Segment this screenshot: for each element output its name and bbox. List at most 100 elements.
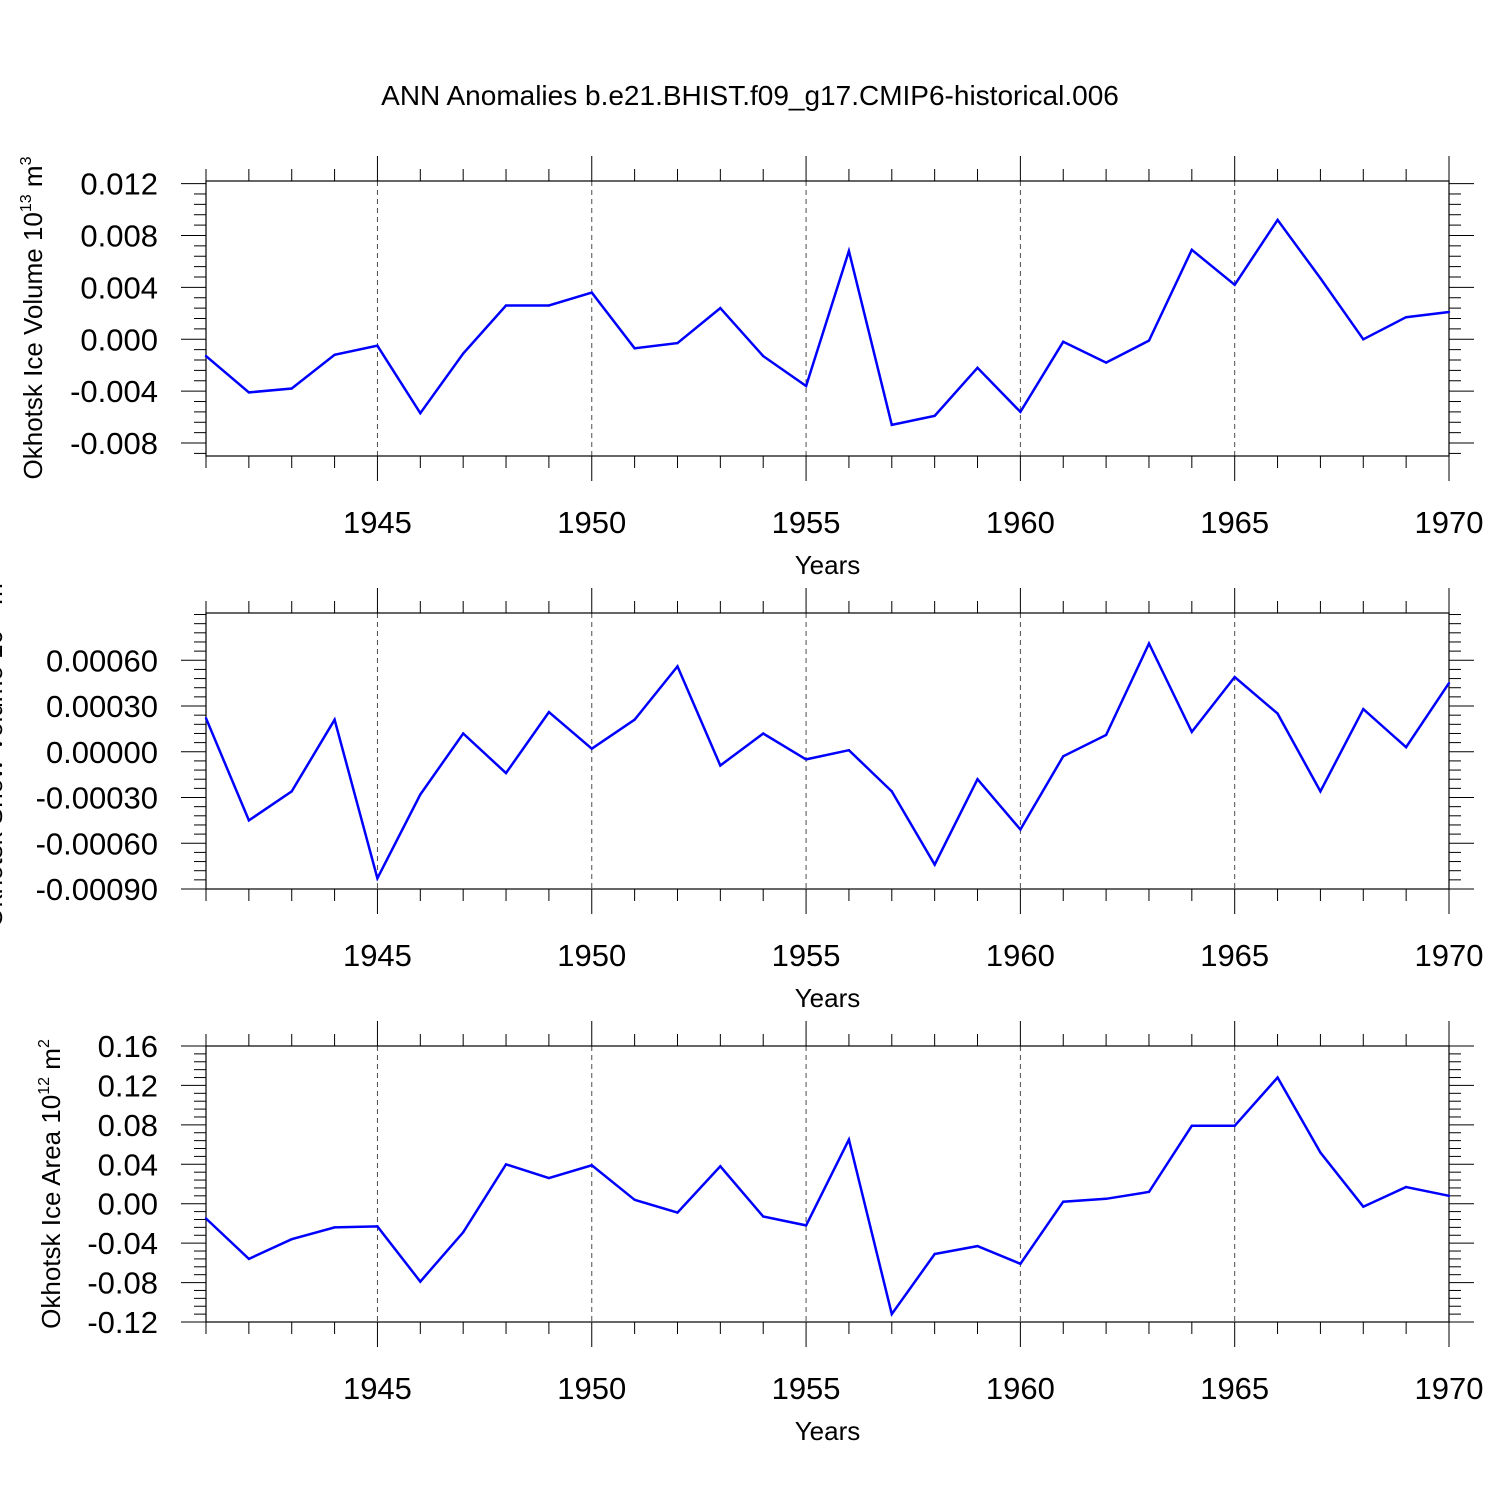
x-tick-label: 1955 — [772, 505, 841, 540]
data-point — [1104, 1197, 1108, 1200]
data-point — [419, 793, 422, 796]
data-point — [1147, 642, 1151, 645]
y-axis-label-text: m — [36, 1048, 66, 1077]
data-series-line — [205, 217, 1450, 427]
data-point — [1147, 1190, 1151, 1194]
x-tick-label: 1945 — [343, 1371, 412, 1406]
data-point — [1233, 283, 1236, 286]
data-point — [461, 1231, 465, 1234]
data-point — [333, 718, 336, 721]
data-point — [590, 291, 593, 294]
data-point — [504, 771, 508, 775]
data-point — [1104, 733, 1108, 737]
data-point — [847, 249, 851, 253]
x-tick-label: 1965 — [1200, 938, 1269, 973]
data-point — [633, 347, 636, 350]
y-tick-label: 0.12 — [98, 1068, 158, 1103]
chart-panel-2: -0.00090 -0.00060 -0.00030 0.00000 0.00030 0.… — [0, 574, 1483, 1013]
data-point — [376, 1225, 379, 1228]
x-tick-label: 1950 — [557, 938, 626, 973]
x-tick-label: 1970 — [1415, 505, 1484, 540]
data-point — [333, 353, 336, 357]
data-point — [1447, 681, 1451, 685]
data-point — [1019, 1262, 1022, 1266]
data-point — [461, 352, 465, 355]
y-tick-label: -0.008 — [70, 426, 158, 461]
data-point — [804, 384, 808, 388]
data-point — [1447, 1194, 1451, 1198]
y-tick-label: -0.00060 — [36, 826, 158, 861]
data-point — [1319, 1151, 1322, 1154]
data-point — [633, 1198, 636, 1201]
data-point — [1104, 361, 1108, 364]
x-tick-label: 1965 — [1200, 1371, 1269, 1406]
data-point — [762, 1215, 765, 1218]
y-tick-label: -0.08 — [87, 1266, 158, 1301]
plot-frame — [205, 612, 1450, 890]
data-point — [1062, 755, 1065, 758]
data-point — [247, 391, 251, 394]
data-point — [504, 304, 508, 307]
y-tick-label: 0.00000 — [46, 735, 158, 770]
data-point — [1233, 675, 1236, 679]
chart-panel-1: -0.008 -0.004 0.000 0.004 0.008 0.012 1945 1950… — [18, 156, 1483, 580]
y-tick-label: -0.004 — [70, 374, 158, 409]
data-point — [590, 747, 593, 750]
data-point — [890, 1312, 893, 1316]
y-tick-label: 0.08 — [98, 1108, 158, 1143]
data-point — [290, 1238, 293, 1241]
data-point — [762, 732, 765, 735]
data-point — [976, 1244, 979, 1248]
data-point — [847, 749, 851, 752]
y-axis-label-text: Okhotsk Snow Volume 10 — [0, 630, 8, 928]
data-point — [633, 718, 636, 721]
data-point — [676, 341, 679, 345]
data-point — [1190, 730, 1194, 734]
y-tick-label: 0.00060 — [46, 643, 158, 678]
data-point — [976, 366, 979, 369]
data-point — [1019, 828, 1022, 831]
data-point — [1404, 1185, 1408, 1189]
data-point — [1276, 712, 1279, 715]
x-axis-label: Years — [795, 1416, 861, 1446]
data-point — [719, 764, 722, 767]
data-point — [419, 411, 422, 415]
data-point — [804, 1224, 808, 1227]
y-axis-label: Okhotsk Ice Volume 1013 m3 — [18, 156, 48, 479]
data-point — [719, 1165, 722, 1168]
y-tick-label: 0.04 — [98, 1147, 158, 1182]
y-axis-label-superscript: 2 — [36, 1039, 53, 1048]
y-tick-label: 0.00030 — [46, 689, 158, 724]
data-point — [1404, 316, 1408, 319]
x-tick-label: 1970 — [1415, 1371, 1484, 1406]
data-point — [890, 790, 893, 793]
y-tick-label: 0.008 — [80, 218, 158, 253]
data-point — [1362, 338, 1365, 341]
data-point — [1190, 248, 1194, 251]
data-point — [247, 819, 251, 822]
data-point — [204, 1217, 208, 1220]
chart-panels: -0.008 -0.004 0.000 0.004 0.008 0.012 1945 1950… — [0, 156, 1483, 1446]
data-point — [290, 387, 293, 390]
data-point — [1447, 310, 1451, 314]
x-tick-label: 1960 — [986, 938, 1055, 973]
x-tick-label: 1945 — [343, 938, 412, 973]
data-point — [461, 732, 465, 735]
y-tick-label: -0.12 — [87, 1305, 158, 1340]
data-point — [204, 354, 208, 358]
data-point — [933, 1252, 936, 1256]
y-axis-label-superscript: 13 — [18, 194, 35, 212]
data-point — [290, 790, 293, 793]
data-point — [333, 1226, 336, 1229]
data-point — [676, 665, 679, 668]
y-axis-label: Okhotsk Snow Volume 1013 m3 — [0, 574, 8, 927]
data-point — [1362, 1205, 1365, 1208]
y-tick-label: -0.00090 — [36, 872, 158, 907]
y-axis-label-text: m — [0, 583, 8, 612]
y-axis-label-superscript: 3 — [18, 156, 35, 165]
data-point — [890, 423, 893, 427]
data-point — [1190, 1124, 1194, 1128]
data-point — [1276, 1076, 1279, 1079]
y-tick-label: 0.004 — [80, 270, 158, 305]
